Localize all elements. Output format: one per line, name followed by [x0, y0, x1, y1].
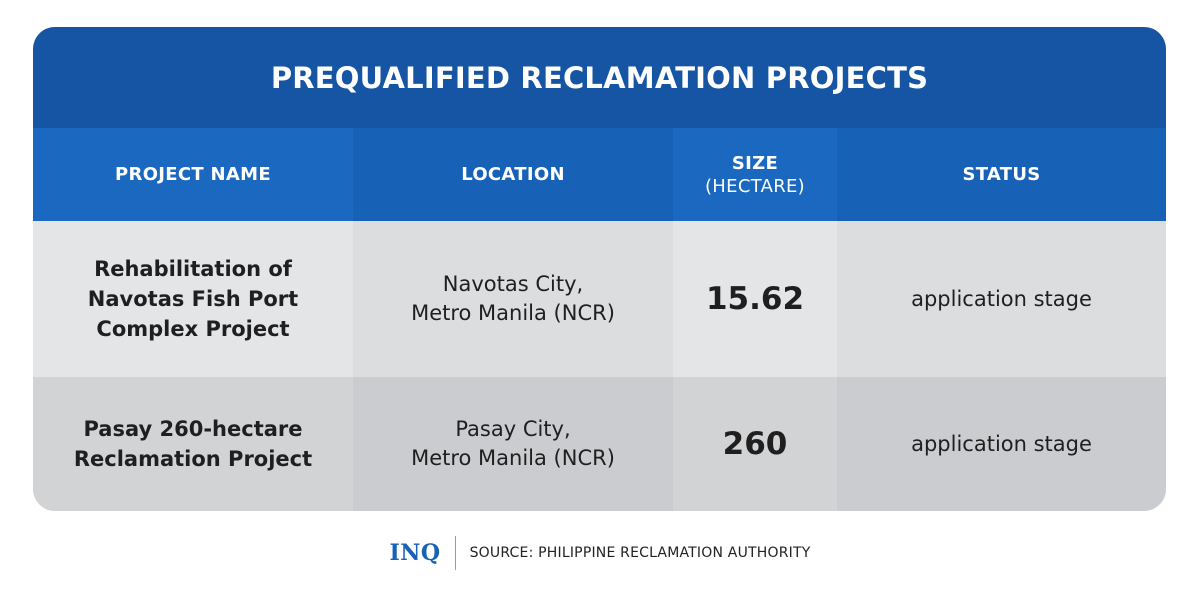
location-line: Pasay City,	[455, 417, 571, 441]
data-table-card: PREQUALIFIED RECLAMATION PROJECTS PROJEC…	[33, 27, 1166, 511]
size-value: 260	[722, 426, 788, 462]
column-header-unit: (HECTARE)	[704, 175, 805, 197]
source-credit: SOURCE: PHILIPPINE RECLAMATION AUTHORITY	[469, 545, 811, 561]
column-header-location: LOCATION	[353, 128, 673, 221]
project-name-line: Reclamation Project	[73, 447, 313, 471]
status-value: application stage	[911, 432, 1092, 456]
project-name: Pasay 260-hectare Reclamation Project	[74, 414, 312, 474]
table-title: PREQUALIFIED RECLAMATION PROJECTS	[270, 60, 929, 95]
project-name-line: Pasay 260-hectare	[83, 417, 303, 441]
project-name-cell: Rehabilitation of Navotas Fish Port Comp…	[33, 221, 353, 377]
location-line: Metro Manila (NCR)	[411, 446, 615, 470]
status-cell: application stage	[837, 221, 1166, 377]
column-header-project-name: PROJECT NAME	[33, 128, 353, 221]
project-name-line: Complex Project	[96, 317, 290, 341]
location-line: Navotas City,	[442, 272, 584, 296]
project-name-line: Rehabilitation of	[94, 257, 292, 281]
project-name-line: Navotas Fish Port	[87, 287, 299, 311]
inq-logo: INQ	[389, 540, 441, 566]
column-header-size: SIZE (HECTARE)	[673, 128, 837, 221]
status-value: application stage	[911, 287, 1092, 311]
column-header-label: LOCATION	[461, 164, 565, 185]
location-cell: Navotas City, Metro Manila (NCR)	[353, 221, 673, 377]
column-header-label: STATUS	[962, 164, 1041, 185]
column-header-status: STATUS	[837, 128, 1166, 221]
footer-divider	[454, 536, 456, 570]
table-header-row: PROJECT NAME LOCATION SIZE (HECTARE) STA…	[33, 128, 1166, 221]
project-name: Rehabilitation of Navotas Fish Port Comp…	[88, 254, 298, 344]
location-cell: Pasay City, Metro Manila (NCR)	[353, 377, 673, 511]
status-cell: application stage	[837, 377, 1166, 511]
location: Pasay City, Metro Manila (NCR)	[411, 415, 615, 473]
column-header-label: PROJECT NAME	[115, 164, 271, 185]
project-name-cell: Pasay 260-hectare Reclamation Project	[33, 377, 353, 511]
size-cell: 15.62	[673, 221, 837, 377]
column-header-label: SIZE	[731, 152, 779, 174]
location: Navotas City, Metro Manila (NCR)	[411, 270, 615, 328]
size-value: 15.62	[705, 281, 805, 317]
table-row: Rehabilitation of Navotas Fish Port Comp…	[33, 221, 1166, 377]
size-cell: 260	[673, 377, 837, 511]
location-line: Metro Manila (NCR)	[411, 301, 615, 325]
table-row: Pasay 260-hectare Reclamation Project Pa…	[33, 377, 1166, 511]
title-bar: PREQUALIFIED RECLAMATION PROJECTS	[33, 27, 1166, 128]
footer: INQ SOURCE: PHILIPPINE RECLAMATION AUTHO…	[0, 528, 1200, 578]
